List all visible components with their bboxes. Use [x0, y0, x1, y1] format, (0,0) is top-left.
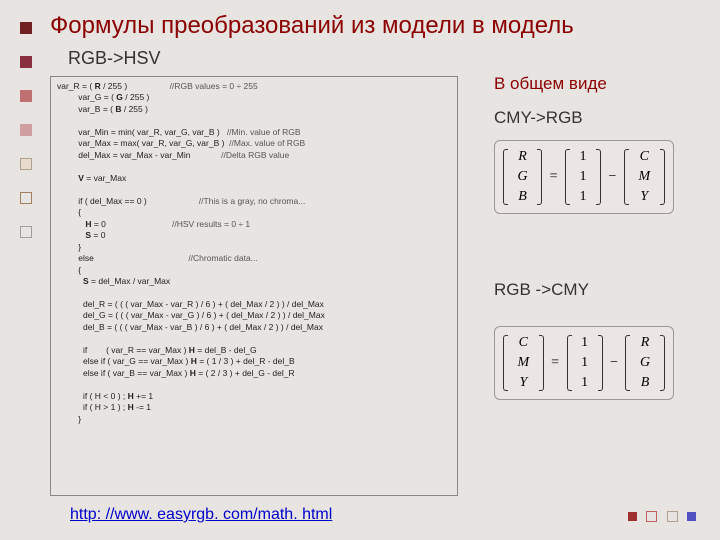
bullet-icon	[20, 90, 32, 102]
square-icon	[646, 511, 657, 522]
square-icon	[628, 512, 637, 521]
heading-general: В общем виде	[494, 74, 704, 94]
matrix-cmy-to-rgb: RGB = 111 − CMY	[494, 140, 704, 214]
bullet-icon	[20, 22, 32, 34]
bullet-icon	[20, 124, 32, 136]
footer-squares	[623, 508, 696, 526]
square-icon	[667, 511, 678, 522]
square-icon	[687, 512, 696, 521]
bullet-icon	[20, 158, 32, 170]
heading-rgb-cmy: RGB ->CMY	[494, 280, 704, 300]
bullet-column	[20, 22, 32, 260]
subtitle-rgb-hsv: RGB->HSV	[68, 48, 161, 69]
code-block: var_R = ( R / 255 ) //RGB values = 0 ÷ 2…	[50, 76, 458, 496]
page-title: Формулы преобразований из модели в модел…	[50, 12, 574, 40]
slide: Формулы преобразований из модели в модел…	[0, 0, 720, 540]
source-link[interactable]: http: //www. easyrgb. com/math. html	[70, 506, 332, 524]
bullet-icon	[20, 192, 32, 204]
bullet-icon	[20, 56, 32, 68]
matrix-rgb-to-cmy: CMY = 111 − RGB	[494, 326, 704, 400]
heading-cmy-rgb: CMY->RGB	[494, 108, 704, 128]
bullet-icon	[20, 226, 32, 238]
